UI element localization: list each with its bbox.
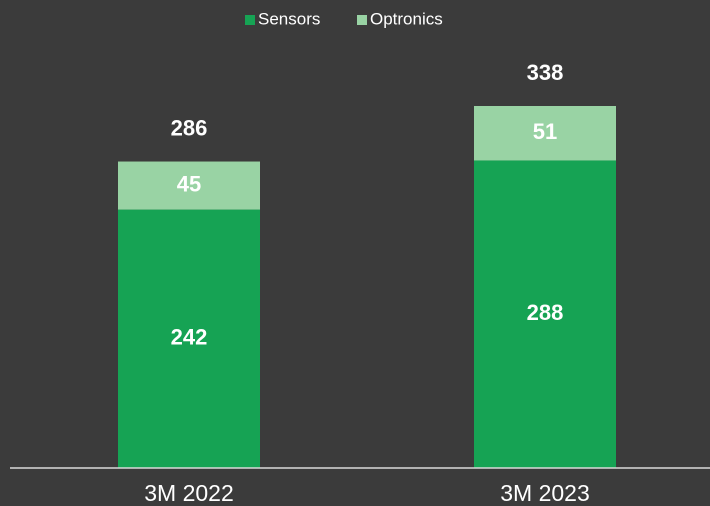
total-label: 338 bbox=[527, 60, 564, 85]
value-label: 51 bbox=[533, 119, 557, 144]
bar-segment bbox=[474, 160, 616, 468]
bar-segment bbox=[118, 161, 260, 210]
value-label: 288 bbox=[527, 300, 564, 325]
legend-label: Sensors bbox=[258, 9, 320, 28]
legend-label: Optronics bbox=[370, 9, 443, 28]
bar-segment bbox=[474, 106, 616, 161]
x-tick-label: 3M 2022 bbox=[144, 480, 234, 506]
value-label: 45 bbox=[177, 171, 201, 196]
bar-segment bbox=[118, 209, 260, 468]
total-label: 286 bbox=[171, 115, 208, 140]
legend-swatch bbox=[245, 15, 255, 25]
x-tick-label: 3M 2023 bbox=[500, 480, 590, 506]
value-label: 242 bbox=[171, 325, 208, 350]
legend-swatch bbox=[357, 15, 367, 25]
